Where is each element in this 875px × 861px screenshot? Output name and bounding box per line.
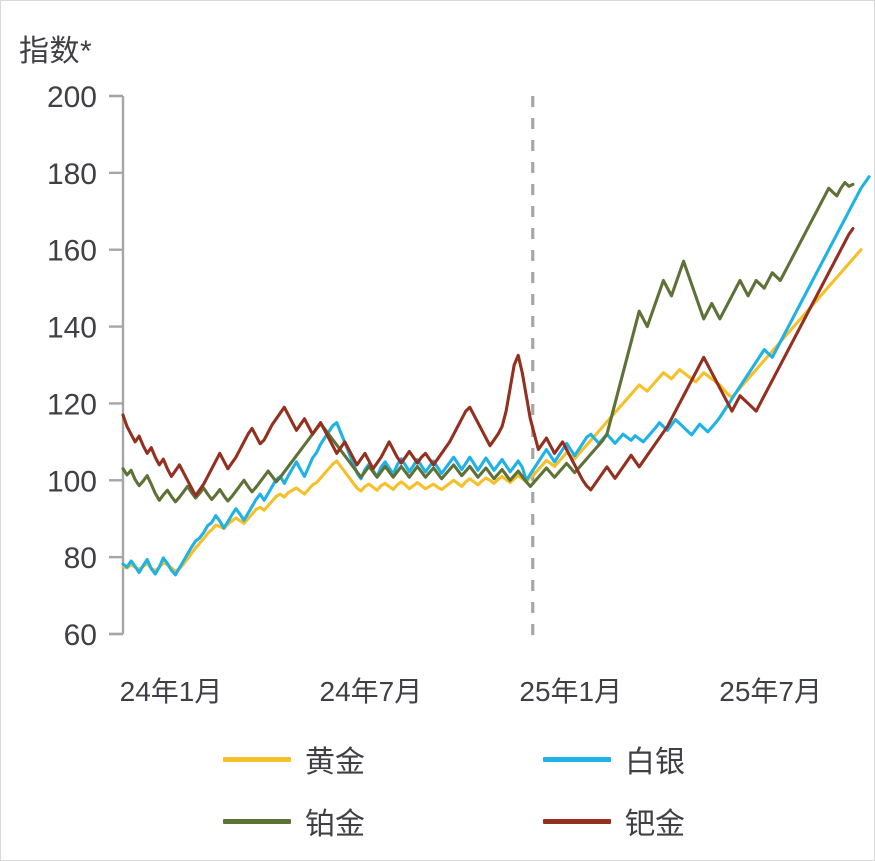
legend-swatch-icon: [223, 818, 291, 824]
legend-swatch-icon: [223, 756, 291, 762]
legend-label: 铂金: [305, 808, 365, 841]
y-tick-label: 180: [47, 158, 97, 191]
legend-item-钯金[interactable]: 钯金: [543, 799, 863, 843]
legend-item-黄金[interactable]: 黄金: [223, 737, 543, 781]
legend-label: 白银: [625, 746, 685, 779]
legend-label: 钯金: [625, 808, 685, 841]
x-tick-label: 25年1月: [519, 676, 622, 707]
series-line-黄金: [121, 248, 863, 573]
legend-label: 黄金: [305, 746, 365, 779]
y-tick-label: 80: [64, 542, 97, 575]
series-line-白银: [121, 175, 871, 577]
x-tick-label: 24年7月: [320, 676, 423, 707]
x-tick-label: 25年7月: [719, 676, 822, 707]
y-tick-label: 140: [47, 312, 97, 345]
series-group: [121, 175, 871, 577]
y-tick-label: 120: [47, 388, 97, 421]
y-tick-label: 200: [47, 81, 97, 114]
axis-group: [109, 94, 125, 636]
legend-swatch-icon: [543, 756, 611, 762]
y-axis-title: 指数*: [19, 35, 93, 68]
x-tick-labels: 24年1月 24年7月 25年1月 25年7月: [120, 676, 822, 707]
y-tick-labels: 200 180 160 140 120 100 80 60: [47, 81, 97, 652]
y-tick-label: 100: [47, 465, 97, 498]
legend-swatch-icon: [543, 818, 611, 824]
series-line-铂金: [121, 180, 855, 504]
legend-item-铂金[interactable]: 铂金: [223, 799, 543, 843]
x-tick-label: 24年1月: [120, 676, 223, 707]
y-tick-label: 160: [47, 235, 97, 268]
legend-item-白银[interactable]: 白银: [543, 737, 863, 781]
series-line-钯金: [121, 227, 855, 498]
chart-legend: 黄金 白银铂金 钯金: [223, 737, 863, 843]
y-tick-label: 60: [64, 619, 97, 652]
